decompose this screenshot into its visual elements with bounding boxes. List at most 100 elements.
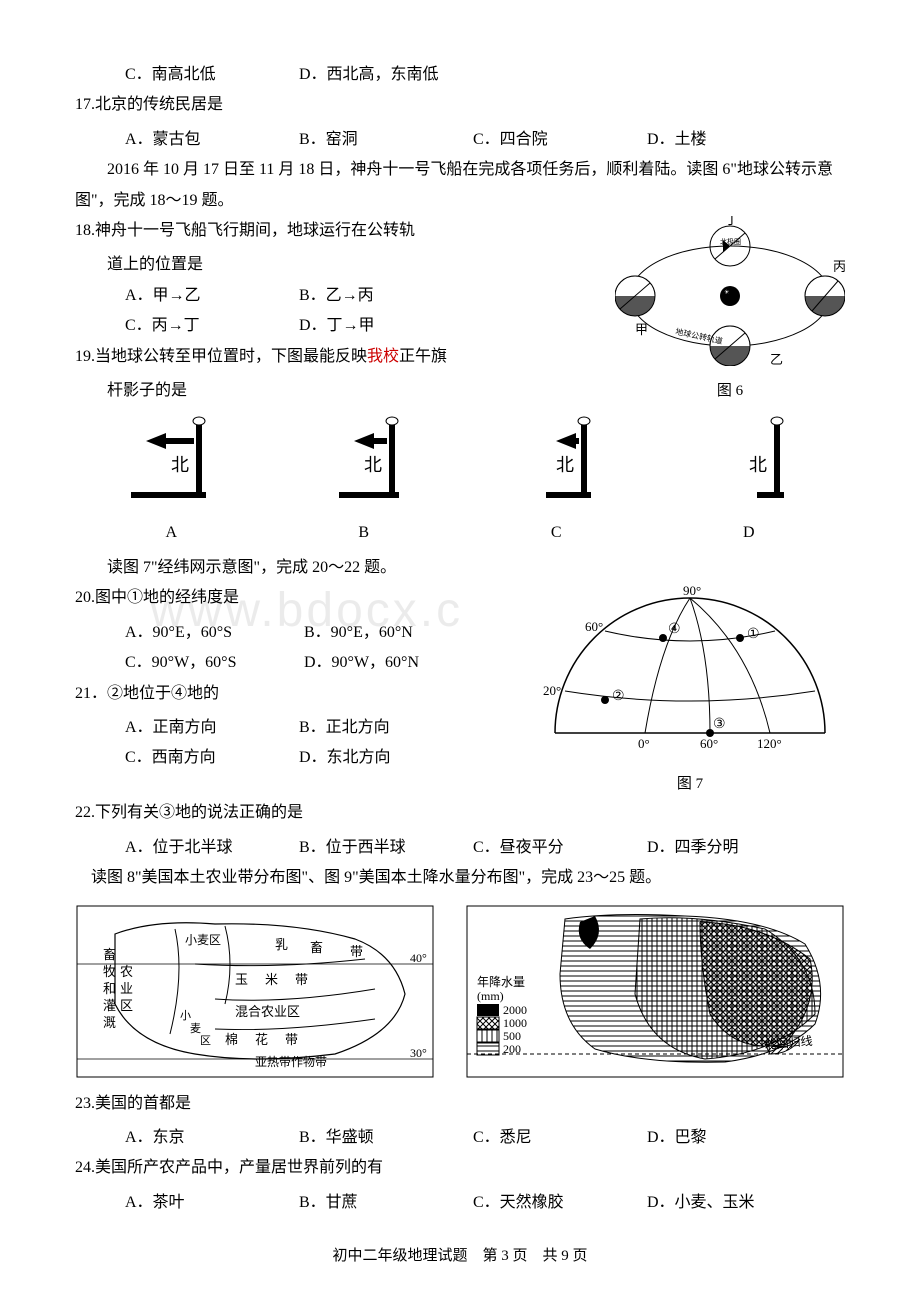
svg-text:④: ④ xyxy=(668,622,681,637)
q20-optB: B．90°E，60°N xyxy=(304,618,413,648)
q20-optA: A．90°E，60°S xyxy=(125,618,300,648)
q21-optA: A．正南方向 xyxy=(125,713,295,743)
svg-text:花: 花 xyxy=(255,1032,268,1047)
flagpole-C: 北 C xyxy=(496,416,616,548)
q23-optB: B．华盛顿 xyxy=(299,1123,469,1153)
intro-20-22: 读图 7"经纬网示意图"，完成 20～22 题。 xyxy=(75,553,845,583)
q17-optB: B．窑洞 xyxy=(299,125,469,155)
q18-optA: A．甲→乙 xyxy=(125,281,295,311)
svg-text:①: ① xyxy=(747,627,760,642)
q21-optC: C．西南方向 xyxy=(125,743,295,773)
svg-text:200: 200 xyxy=(503,1042,521,1056)
svg-text:甲: 甲 xyxy=(635,322,648,337)
flagpole-A: 北 A xyxy=(111,416,231,548)
figure-9-svg: 北回归线 年降水量 (mm) 2000 1000 500 200 xyxy=(465,904,845,1079)
svg-text:牧: 牧 xyxy=(103,964,116,979)
q23-optD: D．巴黎 xyxy=(647,1123,817,1153)
svg-text:畜: 畜 xyxy=(310,940,323,955)
q19-stem-b: 正午旗 xyxy=(399,348,447,365)
q21-optD: D．东北方向 xyxy=(299,743,469,773)
figure-6-svg: ☀ 丁 丙 甲 乙 北极圈 地球公转轨道 xyxy=(615,216,845,366)
svg-text:40°: 40° xyxy=(410,951,427,965)
q20-optC: C．90°W，60°S xyxy=(125,648,300,678)
q22-optC: C．昼夜平分 xyxy=(473,833,643,863)
svg-text:③: ③ xyxy=(713,717,726,732)
q22-options: A．位于北半球 B．位于西半球 C．昼夜平分 D．四季分明 xyxy=(75,833,845,863)
svg-text:带: 带 xyxy=(350,944,363,959)
svg-text:90°: 90° xyxy=(683,583,701,598)
svg-text:(mm): (mm) xyxy=(477,989,504,1003)
svg-text:2000: 2000 xyxy=(503,1003,527,1017)
maps-row: 40° 30° 畜 牧 和 灌 溉 农 业 区 小麦区 乳畜带 玉米带 混合农业… xyxy=(75,904,845,1079)
svg-text:带: 带 xyxy=(295,972,308,987)
intro-18-19: 2016 年 10 月 17 日至 11 月 18 日，神舟十一号飞船在完成各项… xyxy=(75,155,845,216)
q17-stem: 17.北京的传统民居是 xyxy=(75,90,845,120)
svg-text:20°: 20° xyxy=(543,683,561,698)
q18-optD: D．丁→甲 xyxy=(299,311,469,341)
q16-optD: D．西北高，东南低 xyxy=(299,60,469,90)
figure-6-block: ☀ 丁 丙 甲 乙 北极圈 地球公转轨道 图 6 xyxy=(615,216,845,406)
q24-optB: B．甘蔗 xyxy=(299,1188,469,1218)
fig6-label: 图 6 xyxy=(615,377,845,406)
svg-text:120°: 120° xyxy=(757,736,782,751)
q18-optC: C．丙→丁 xyxy=(125,311,295,341)
flag-label-B: B xyxy=(304,518,424,548)
q22-optB: B．位于西半球 xyxy=(299,833,469,863)
q24-optD: D．小麦、玉米 xyxy=(647,1188,817,1218)
q24-optC: C．天然橡胶 xyxy=(473,1188,643,1218)
q22-optD: D．四季分明 xyxy=(647,833,817,863)
q17-optC: C．四合院 xyxy=(473,125,643,155)
svg-text:区: 区 xyxy=(200,1035,211,1047)
intro-23-25: 读图 8"美国本土农业带分布图"、图 9"美国本土降水量分布图"，完成 23～2… xyxy=(75,863,845,893)
svg-text:玉: 玉 xyxy=(235,972,248,987)
q24-options: A．茶叶 B．甘蔗 C．天然橡胶 D．小麦、玉米 xyxy=(75,1188,845,1218)
svg-text:麦: 麦 xyxy=(190,1022,201,1035)
svg-text:北极圈: 北极圈 xyxy=(720,237,741,246)
figure-7-block: ① ② ③ ④ 90° 60° 20° 0° 60° 120° 图 7 xyxy=(535,583,845,798)
q23-optC: C．悉尼 xyxy=(473,1123,643,1153)
q24-stem: 24.美国所产农产品中，产量居世界前列的有 xyxy=(75,1153,845,1183)
svg-text:年降水量: 年降水量 xyxy=(477,975,525,989)
svg-text:丁: 丁 xyxy=(725,216,738,227)
svg-text:60°: 60° xyxy=(700,736,718,751)
svg-text:小: 小 xyxy=(180,1009,191,1022)
svg-text:丙: 丙 xyxy=(833,259,845,274)
fig7-label: 图 7 xyxy=(535,770,845,799)
flagpole-B: 北 B xyxy=(304,416,424,548)
page-footer: 初中二年级地理试题 第 3 页 共 9 页 xyxy=(0,1242,920,1271)
svg-text:☀: ☀ xyxy=(724,289,729,296)
svg-text:业: 业 xyxy=(120,981,133,996)
q16-options-row2: C．南高北低 D．西北高，东南低 xyxy=(75,60,845,90)
q18-optB: B．乙→丙 xyxy=(299,281,469,311)
flag-label-C: C xyxy=(496,518,616,548)
q20-optD: D．90°W，60°N xyxy=(304,648,419,678)
svg-text:1000: 1000 xyxy=(503,1016,527,1030)
flagpole-D: 北 D xyxy=(689,416,809,548)
q19-stem-a: 19.当地球公转至甲位置时，下图最能反映 xyxy=(75,348,367,365)
svg-text:小麦区: 小麦区 xyxy=(185,933,221,947)
q17-options: A．蒙古包 B．窑洞 C．四合院 D．土楼 xyxy=(75,125,845,155)
svg-text:混合农业区: 混合农业区 xyxy=(235,1004,300,1019)
svg-text:带: 带 xyxy=(285,1032,298,1047)
q24-optA: A．茶叶 xyxy=(125,1188,295,1218)
svg-text:北: 北 xyxy=(556,455,574,475)
svg-text:溉: 溉 xyxy=(103,1015,116,1030)
svg-text:畜: 畜 xyxy=(103,947,116,962)
flagpole-row: 北 A 北 B 北 C 北 D xyxy=(75,416,845,548)
q23-options: A．东京 B．华盛顿 C．悉尼 D．巴黎 xyxy=(75,1123,845,1153)
svg-text:60°: 60° xyxy=(585,619,603,634)
svg-text:亚热带作物带: 亚热带作物带 xyxy=(255,1055,327,1069)
q23-optA: A．东京 xyxy=(125,1123,295,1153)
svg-text:500: 500 xyxy=(503,1029,521,1043)
q23-stem: 23.美国的首都是 xyxy=(75,1089,845,1119)
figure-7-svg: ① ② ③ ④ 90° 60° 20° 0° 60° 120° xyxy=(535,583,845,758)
figure-8-svg: 40° 30° 畜 牧 和 灌 溉 农 业 区 小麦区 乳畜带 玉米带 混合农业… xyxy=(75,904,435,1079)
svg-text:农: 农 xyxy=(120,964,133,979)
svg-text:②: ② xyxy=(612,689,625,704)
q22-optA: A．位于北半球 xyxy=(125,833,295,863)
svg-text:地球公转轨道: 地球公转轨道 xyxy=(675,326,724,346)
svg-text:北: 北 xyxy=(364,455,382,475)
svg-text:30°: 30° xyxy=(410,1046,427,1060)
q21-optB: B．正北方向 xyxy=(299,713,469,743)
q17-optD: D．土楼 xyxy=(647,125,817,155)
